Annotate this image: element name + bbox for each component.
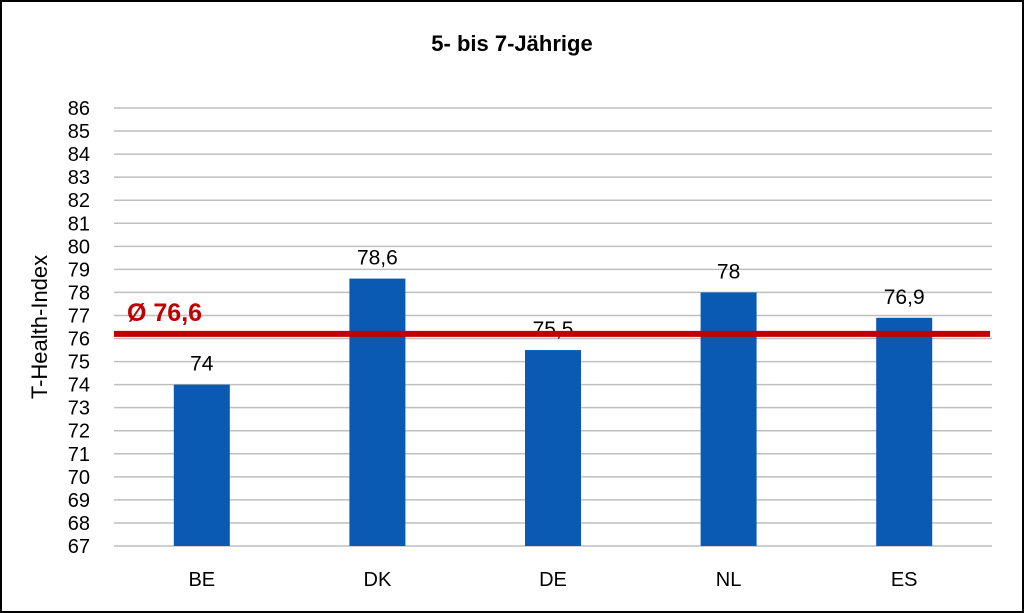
y-tick-label: 84	[68, 144, 90, 166]
y-tick-label: 70	[68, 467, 90, 489]
bar-de	[525, 350, 581, 546]
y-tick-label: 69	[68, 490, 90, 512]
data-label-de: 75,5	[533, 318, 574, 341]
y-tick-label: 86	[68, 98, 90, 120]
chart-title: 5- bis 7-Jährige	[431, 31, 592, 56]
data-label-es: 76,9	[884, 286, 925, 309]
bar-dk	[349, 278, 406, 546]
y-tick-label: 81	[68, 213, 90, 235]
y-tick-label: 80	[68, 236, 90, 258]
x-tick-label-be: BE	[188, 569, 215, 591]
y-tick-label: 83	[68, 167, 90, 189]
y-tick-label: 75	[68, 352, 90, 374]
x-axis-ticks: BE DK DE NL ES	[188, 569, 917, 591]
data-label-dk: 78,6	[357, 247, 398, 270]
y-axis-label: T-Health-Index	[27, 255, 52, 399]
y-tick-label: 74	[68, 375, 90, 397]
gridlines	[114, 107, 992, 547]
y-tick-label: 72	[68, 421, 90, 443]
bar-nl	[700, 292, 757, 546]
x-tick-label-nl: NL	[716, 569, 742, 591]
bar-es	[876, 317, 933, 546]
x-tick-label-de: DE	[539, 569, 567, 591]
average-label: Ø 76,6	[127, 299, 202, 327]
data-label-be: 74	[190, 353, 214, 376]
x-tick-label-dk: DK	[364, 569, 392, 591]
y-tick-label: 82	[68, 190, 90, 212]
y-tick-label: 71	[68, 444, 90, 466]
y-tick-label: 73	[68, 398, 90, 420]
y-tick-label: 78	[68, 282, 90, 304]
bar-be	[173, 384, 230, 546]
y-tick-label: 85	[68, 121, 90, 143]
y-tick-label: 68	[68, 513, 90, 535]
y-tick-label: 77	[68, 305, 90, 327]
y-tick-label: 79	[68, 259, 90, 281]
y-tick-label: 67	[68, 536, 90, 558]
data-label-nl: 78	[717, 260, 740, 283]
x-tick-label-es: ES	[891, 569, 918, 591]
y-tick-label: 76	[68, 329, 90, 351]
data-labels: 74 78,6 75,5 78 76,9	[190, 247, 925, 376]
